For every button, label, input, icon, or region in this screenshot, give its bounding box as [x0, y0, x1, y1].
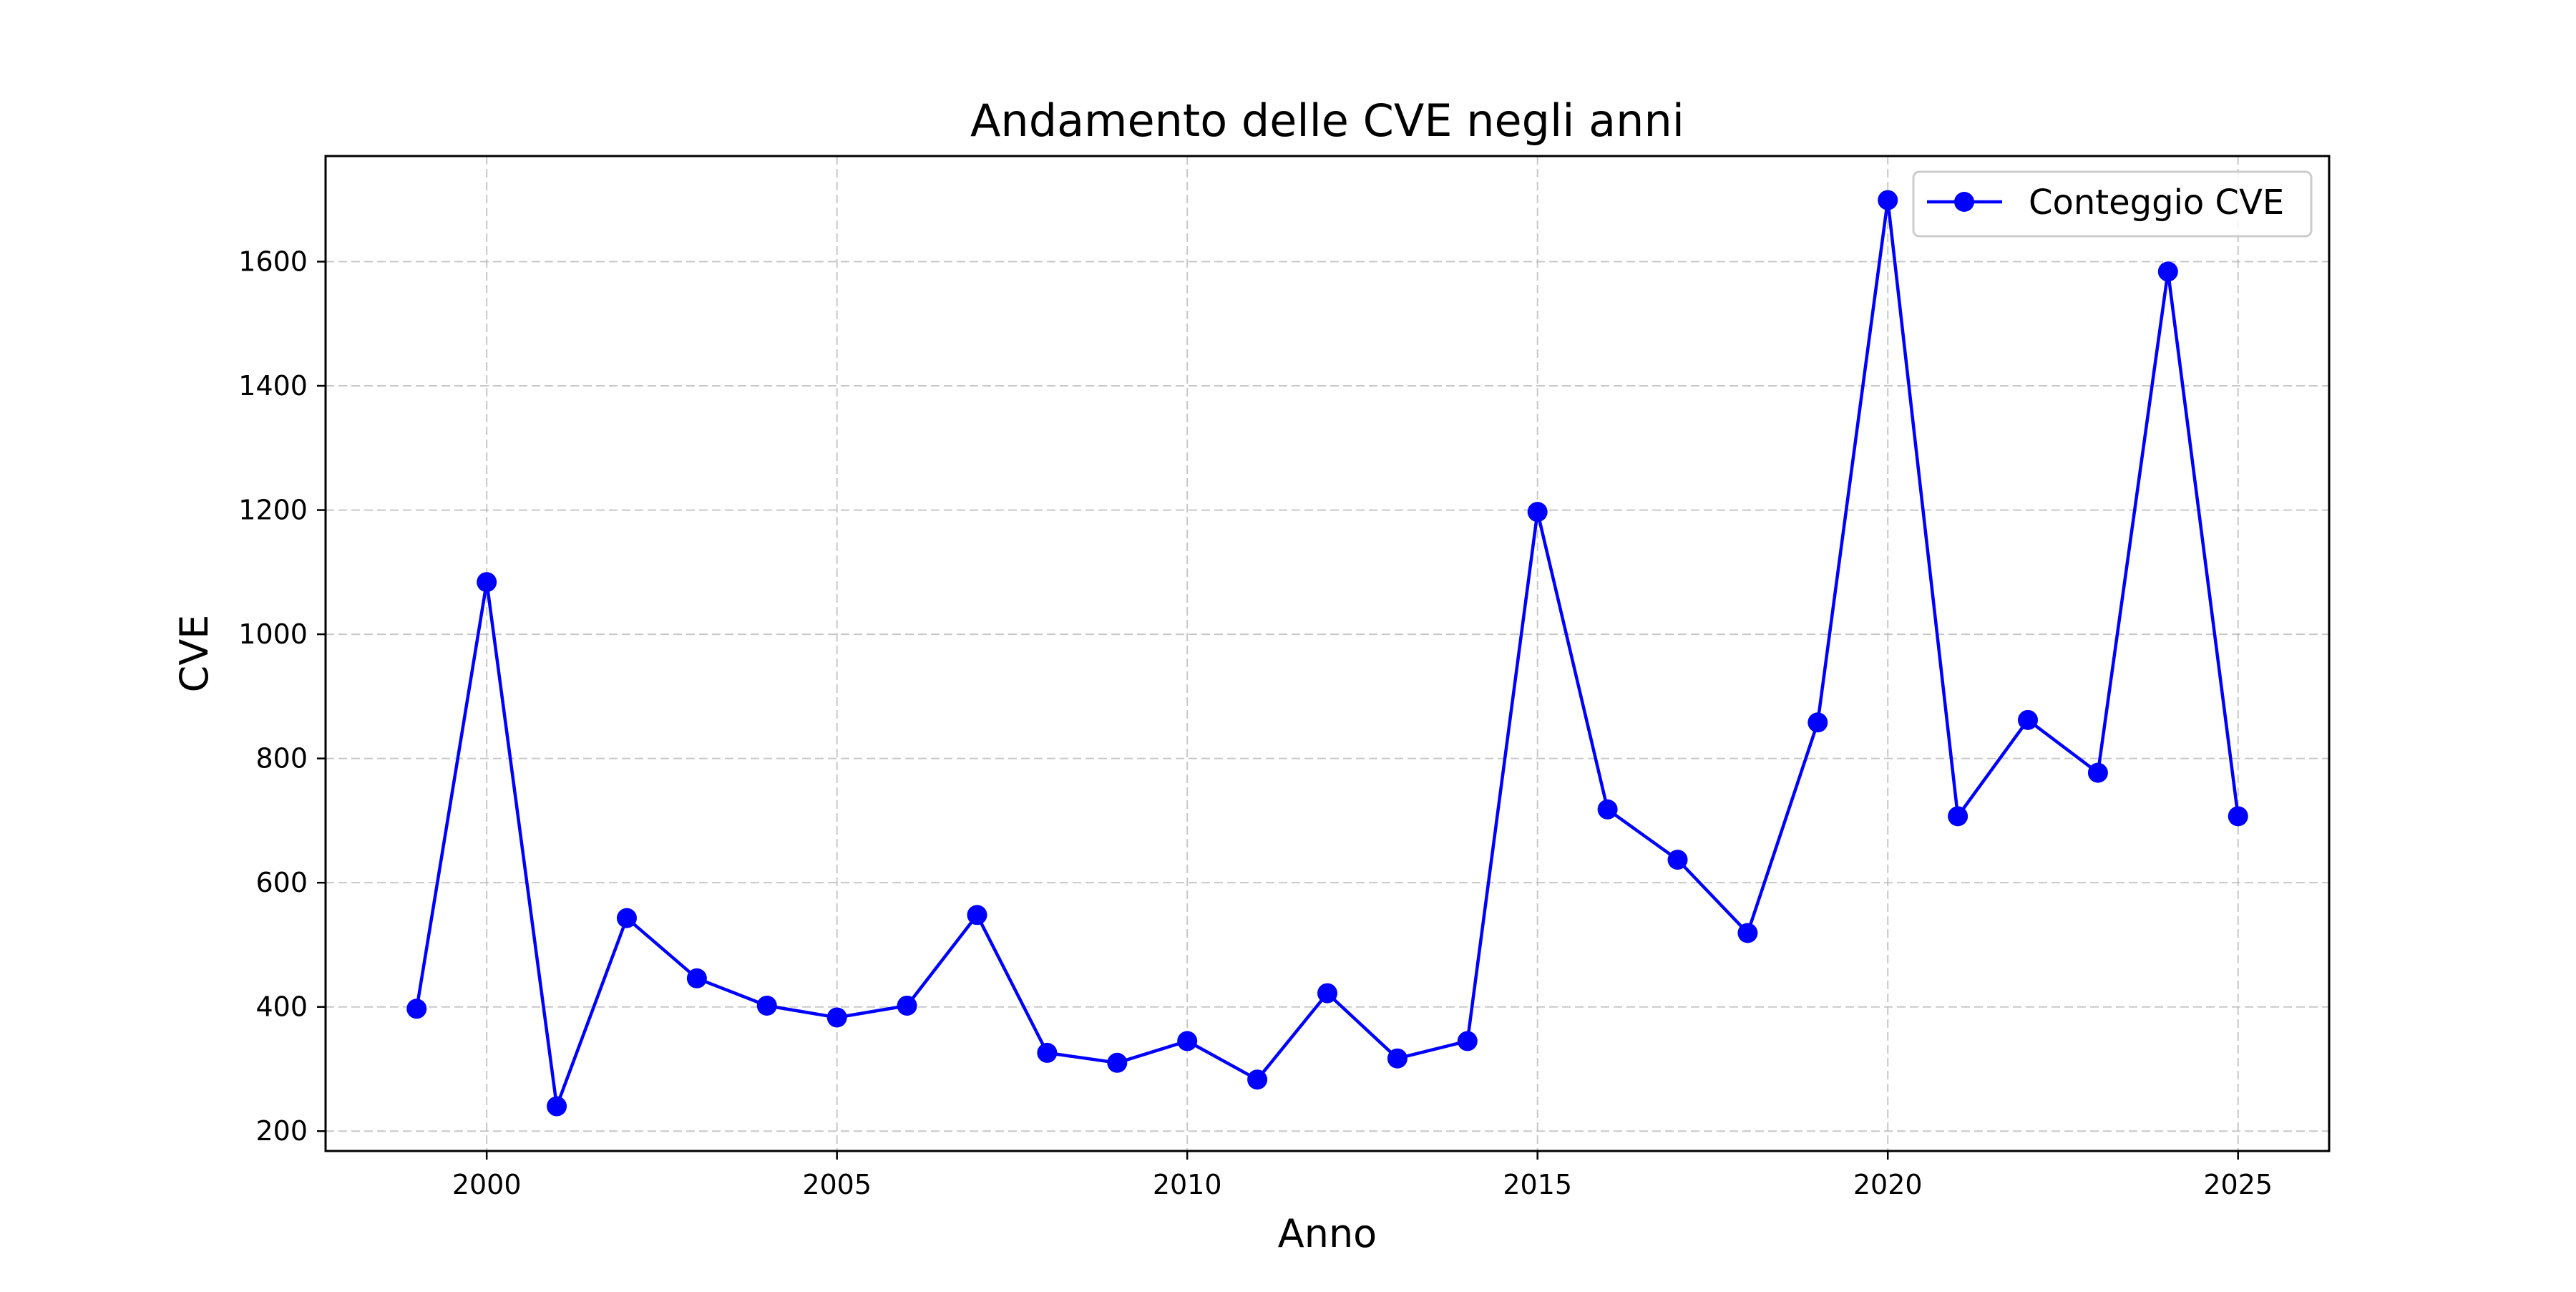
data-point — [1878, 190, 1898, 210]
series-layer — [406, 190, 2248, 1117]
y-axis-label: CVE — [172, 615, 217, 693]
x-tick-label: 2005 — [802, 1169, 872, 1200]
data-point — [547, 1096, 567, 1117]
chart-title: Andamento delle CVE negli anni — [970, 94, 1684, 147]
data-point — [1737, 923, 1758, 943]
data-point — [1247, 1069, 1268, 1090]
data-point — [616, 908, 637, 928]
x-tick-label: 2010 — [1153, 1169, 1222, 1200]
data-point — [1177, 1031, 1198, 1051]
data-point — [1527, 502, 1548, 523]
data-point — [1948, 806, 1968, 827]
x-tick-label: 2015 — [1503, 1169, 1572, 1200]
y-tick-label: 600 — [255, 867, 308, 898]
x-tick-label: 2025 — [2203, 1169, 2273, 1200]
data-point — [1037, 1042, 1058, 1063]
y-tick-label: 200 — [255, 1115, 308, 1147]
y-tick-label: 400 — [255, 991, 308, 1023]
data-point — [897, 995, 917, 1016]
y-tick-label: 1000 — [238, 618, 308, 650]
data-point — [1667, 850, 1688, 870]
data-point — [756, 995, 777, 1016]
data-point — [826, 1007, 847, 1028]
data-point — [1387, 1048, 1407, 1069]
x-axis-label: Anno — [1278, 1211, 1377, 1256]
legend-marker-icon — [1954, 192, 1974, 212]
data-point — [2018, 709, 2039, 730]
data-point — [1107, 1052, 1128, 1073]
data-point — [1457, 1031, 1478, 1051]
y-tick-label: 1400 — [238, 370, 308, 402]
x-tick-label: 2000 — [452, 1169, 522, 1200]
legend: Conteggio CVE — [1912, 170, 2313, 238]
y-tick-label: 1600 — [238, 246, 308, 278]
data-point — [2087, 762, 2108, 783]
data-point — [1597, 799, 1618, 820]
grid — [326, 156, 2329, 1151]
tick-layer: 2000 2005 2010 2015 2020 2025 200 400 600 800 1000… — [238, 246, 2273, 1200]
legend-label: Conteggio CVE — [2029, 183, 2284, 223]
y-tick-label: 800 — [255, 743, 308, 774]
data-point — [477, 572, 497, 593]
data-point — [967, 905, 987, 926]
series-line — [415, 198, 2240, 1108]
data-point — [686, 968, 707, 989]
data-point — [2157, 261, 2178, 282]
legend-box — [1912, 170, 2313, 238]
data-point — [1317, 983, 1337, 1004]
y-tick-label: 1200 — [238, 495, 308, 526]
data-point — [1807, 712, 1828, 733]
plot-frame — [324, 155, 2331, 1152]
x-tick-label: 2020 — [1853, 1169, 1923, 1200]
data-point — [2228, 806, 2248, 827]
data-point — [406, 999, 427, 1019]
